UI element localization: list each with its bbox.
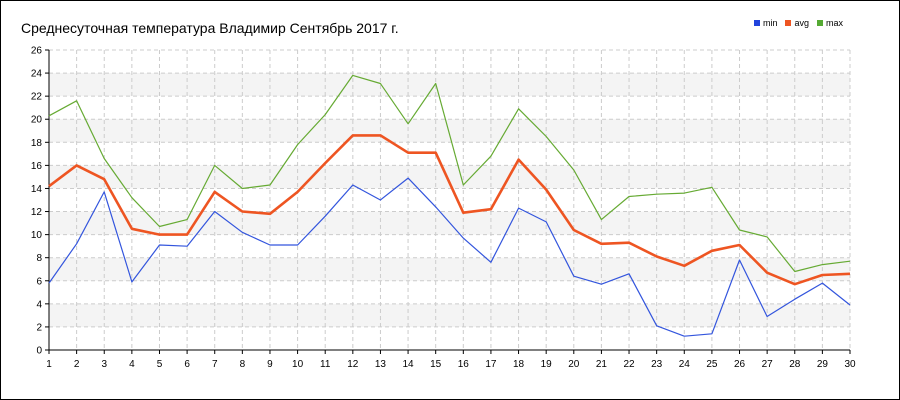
- x-tick-label: 23: [651, 359, 663, 370]
- y-tick-label: 2: [36, 322, 42, 333]
- series-line-min: [48, 177, 851, 337]
- x-tick-label: 28: [789, 359, 801, 370]
- x-tick-label: 25: [706, 359, 718, 370]
- y-tick-label: 20: [31, 115, 43, 126]
- y-tick-label: 24: [31, 69, 43, 80]
- x-tick-label: 2: [74, 359, 80, 370]
- series-line-max: [48, 74, 851, 273]
- x-tick-label: 17: [485, 359, 497, 370]
- legend-swatch-max: [816, 20, 823, 26]
- x-tick-label: 12: [347, 359, 359, 370]
- x-tick-label: 26: [734, 359, 746, 370]
- x-tick-label: 9: [267, 359, 273, 370]
- y-tick-label: 16: [31, 161, 43, 172]
- legend-label-avg: avg: [794, 18, 809, 28]
- x-tick-label: 21: [596, 359, 608, 370]
- chart-legend: min avg max: [753, 18, 843, 28]
- x-tick-label: 27: [762, 359, 774, 370]
- y-tick-label: 0: [36, 346, 42, 357]
- y-tick-label: 4: [36, 299, 42, 310]
- series-line-avg: [48, 134, 851, 286]
- x-tick-label: 8: [240, 359, 246, 370]
- y-tick-label: 14: [31, 184, 43, 195]
- grid-band: [49, 303, 850, 327]
- legend-label-max: max: [825, 18, 843, 28]
- x-tick-label: 5: [157, 359, 163, 370]
- y-tick-label: 26: [31, 46, 43, 57]
- x-tick-label: 22: [623, 359, 635, 370]
- x-tick-label: 1: [46, 359, 52, 370]
- x-tick-label: 11: [320, 359, 331, 370]
- x-tick-label: 4: [129, 359, 135, 370]
- grid-band: [49, 165, 850, 189]
- x-tick-label: 15: [430, 359, 442, 370]
- x-tick-label: 24: [679, 359, 691, 370]
- y-tick-label: 6: [36, 276, 42, 287]
- grid-band: [49, 73, 850, 97]
- x-tick-label: 16: [458, 359, 470, 370]
- y-tick-label: 12: [31, 207, 43, 218]
- y-tick-label: 10: [31, 230, 43, 241]
- y-tick-label: 22: [31, 92, 43, 103]
- chart-title: Среднесуточная температура Владимир Сент…: [21, 20, 399, 36]
- legend-item-max: max: [816, 18, 843, 28]
- x-tick-label: 30: [844, 359, 856, 370]
- x-tick-label: 10: [292, 359, 304, 370]
- grid-band: [49, 119, 850, 143]
- x-tick-label: 20: [568, 359, 580, 370]
- x-tick-label: 19: [541, 359, 553, 370]
- grid-band: [49, 257, 850, 281]
- legend-item-avg: avg: [785, 18, 809, 28]
- y-tick-label: 8: [36, 253, 42, 264]
- x-tick-label: 13: [375, 359, 387, 370]
- legend-swatch-avg: [785, 20, 792, 26]
- x-tick-label: 14: [403, 359, 415, 370]
- legend-item-min: min: [753, 18, 778, 28]
- x-tick-label: 3: [101, 359, 107, 370]
- y-tick-label: 18: [31, 138, 43, 149]
- legend-label-min: min: [762, 18, 778, 28]
- x-tick-label: 7: [212, 359, 218, 370]
- x-tick-label: 29: [817, 359, 829, 370]
- x-tick-label: 6: [184, 359, 190, 370]
- x-tick-label: 18: [513, 359, 525, 370]
- legend-swatch-min: [753, 20, 760, 26]
